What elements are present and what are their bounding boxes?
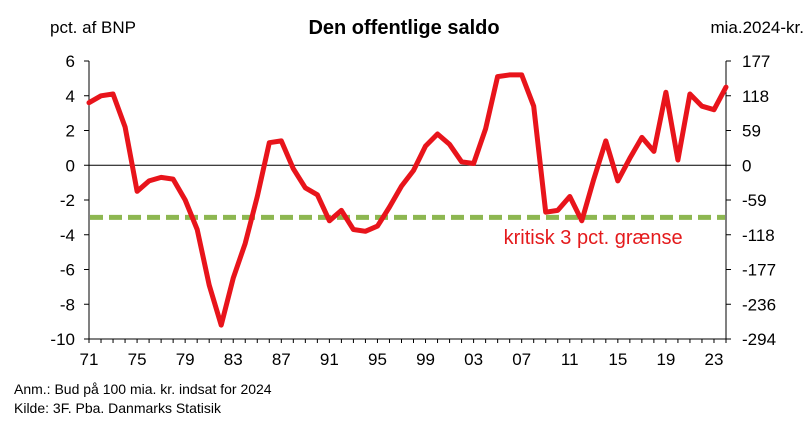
y-tick-label-left: -8 xyxy=(60,295,75,314)
y-tick-label-left: 4 xyxy=(66,87,75,106)
y-tick-label-right: 0 xyxy=(742,156,751,175)
x-tick-label: 99 xyxy=(416,350,435,369)
x-tick-label: 23 xyxy=(705,350,724,369)
annotation-threshold-label: kritisk 3 pct. grænse xyxy=(504,227,683,249)
x-tick-label: 79 xyxy=(176,350,195,369)
annotation-layer: kritisk 3 pct. grænse xyxy=(504,227,683,249)
y-tick-label-right: -59 xyxy=(742,191,767,210)
y-tick-label-right: -177 xyxy=(742,261,776,280)
x-tick-label: 83 xyxy=(224,350,243,369)
x-ticks: 71 75 79 83 87 91 95 99 03 07 11 15 19 23 xyxy=(80,339,727,369)
x-tick-label: 75 xyxy=(128,350,147,369)
y-axis-label-left: pct. af BNP xyxy=(50,18,136,37)
y-tick-label-left: 6 xyxy=(66,52,75,71)
x-tick-label: 71 xyxy=(80,350,99,369)
x-tick-label: 87 xyxy=(272,350,291,369)
y-tick-label-right: 177 xyxy=(742,52,770,71)
x-tick-label: 07 xyxy=(512,350,531,369)
y-tick-label-left: -6 xyxy=(60,261,75,280)
x-tick-label: 19 xyxy=(656,350,675,369)
y-ticks-left: 6 4 2 0 -2 -4 -6 -8 -10 xyxy=(50,52,89,349)
y-axis-label-right: mia.2024-kr. xyxy=(710,18,804,37)
y-tick-label-left: -4 xyxy=(60,226,75,245)
x-tick-label: 15 xyxy=(608,350,627,369)
x-tick-label: 95 xyxy=(368,350,387,369)
x-tick-label: 11 xyxy=(561,350,579,369)
y-ticks-right: 177 118 59 0 -59 -118 -177 -236 -294 xyxy=(726,52,776,349)
y-tick-label-right: 118 xyxy=(742,87,769,106)
y-tick-label-right: -118 xyxy=(742,226,775,245)
note-source: Kilde: 3F. Pba. Danmarks Statisik xyxy=(14,400,221,416)
x-tick-label: 03 xyxy=(464,350,483,369)
chart-title: Den offentlige saldo xyxy=(308,17,499,39)
y-tick-label-left: 2 xyxy=(66,122,75,141)
x-tick-label: 91 xyxy=(320,350,339,369)
series-line-saldo xyxy=(86,72,729,328)
y-tick-label-left: -10 xyxy=(50,330,75,349)
series-layer xyxy=(86,72,729,328)
y-tick-label-left: -2 xyxy=(60,191,75,210)
chart: pct. af BNP Den offentlige saldo mia.202… xyxy=(50,17,804,369)
note-anm: Anm.: Bud på 100 mia. kr. indsat for 202… xyxy=(14,381,272,397)
y-tick-label-right: -236 xyxy=(742,295,776,314)
y-tick-label-right: -294 xyxy=(742,330,776,349)
y-tick-label-left: 0 xyxy=(66,156,75,175)
y-tick-label-right: 59 xyxy=(742,122,761,141)
